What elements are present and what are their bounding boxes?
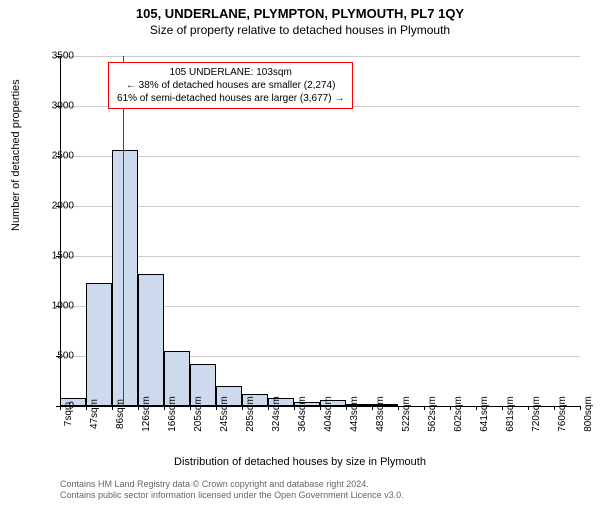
x-tick-mark: [164, 406, 165, 410]
x-tick-label: 483sqm: [375, 396, 386, 432]
histogram-bar: [112, 150, 138, 406]
gridline: [60, 206, 580, 207]
x-tick-mark: [554, 406, 555, 410]
x-tick-mark: [346, 406, 347, 410]
y-tick-label: 3000: [34, 101, 74, 112]
y-tick-label: 1500: [34, 251, 74, 262]
chart-subtitle: Size of property relative to detached ho…: [0, 23, 600, 37]
x-tick-label: 681sqm: [505, 396, 516, 432]
x-tick-mark: [450, 406, 451, 410]
x-tick-mark: [528, 406, 529, 410]
x-tick-label: 443sqm: [349, 396, 360, 432]
y-tick-label: 3500: [34, 51, 74, 62]
y-tick-label: 0: [34, 401, 74, 412]
x-tick-mark: [268, 406, 269, 410]
x-tick-label: 245sqm: [219, 396, 230, 432]
x-tick-label: 285sqm: [245, 396, 256, 432]
gridline: [60, 156, 580, 157]
x-tick-label: 364sqm: [297, 396, 308, 432]
x-tick-mark: [138, 406, 139, 410]
y-axis-label: Number of detached properties: [10, 79, 22, 231]
x-tick-label: 404sqm: [323, 396, 334, 432]
x-tick-label: 126sqm: [141, 396, 152, 432]
y-tick-label: 500: [34, 351, 74, 362]
x-tick-label: 166sqm: [167, 396, 178, 432]
footer-line-2: Contains public sector information licen…: [60, 490, 404, 502]
x-tick-label: 86sqm: [115, 399, 126, 429]
info-line-2: ← 38% of detached houses are smaller (2,…: [117, 79, 344, 92]
x-tick-mark: [190, 406, 191, 410]
x-axis-label: Distribution of detached houses by size …: [0, 456, 600, 468]
x-tick-mark: [86, 406, 87, 410]
chart-title: 105, UNDERLANE, PLYMPTON, PLYMOUTH, PL7 …: [0, 6, 600, 21]
y-tick-label: 2500: [34, 151, 74, 162]
info-box: 105 UNDERLANE: 103sqm ← 38% of detached …: [108, 62, 353, 109]
x-tick-label: 205sqm: [193, 396, 204, 432]
x-tick-mark: [398, 406, 399, 410]
x-tick-label: 324sqm: [271, 396, 282, 432]
histogram-bar: [86, 283, 112, 406]
y-tick-label: 2000: [34, 201, 74, 212]
x-tick-mark: [372, 406, 373, 410]
x-tick-mark: [294, 406, 295, 410]
x-tick-mark: [112, 406, 113, 410]
info-line-3: 61% of semi-detached houses are larger (…: [117, 92, 344, 105]
x-tick-mark: [320, 406, 321, 410]
histogram-bar: [138, 274, 164, 406]
x-tick-mark: [216, 406, 217, 410]
gridline: [60, 256, 580, 257]
x-tick-label: 720sqm: [531, 396, 542, 432]
x-tick-mark: [502, 406, 503, 410]
x-tick-label: 800sqm: [583, 396, 594, 432]
info-line-1: 105 UNDERLANE: 103sqm: [117, 66, 344, 79]
x-tick-label: 522sqm: [401, 396, 412, 432]
x-tick-mark: [424, 406, 425, 410]
x-tick-label: 641sqm: [479, 396, 490, 432]
x-tick-mark: [242, 406, 243, 410]
footer-line-1: Contains HM Land Registry data © Crown c…: [60, 479, 404, 491]
x-tick-label: 602sqm: [453, 396, 464, 432]
y-tick-label: 1000: [34, 301, 74, 312]
x-tick-label: 47sqm: [89, 399, 100, 429]
x-tick-mark: [580, 406, 581, 410]
gridline: [60, 56, 580, 57]
x-tick-mark: [476, 406, 477, 410]
x-tick-label: 760sqm: [557, 396, 568, 432]
footer: Contains HM Land Registry data © Crown c…: [60, 479, 404, 502]
x-tick-label: 562sqm: [427, 396, 438, 432]
